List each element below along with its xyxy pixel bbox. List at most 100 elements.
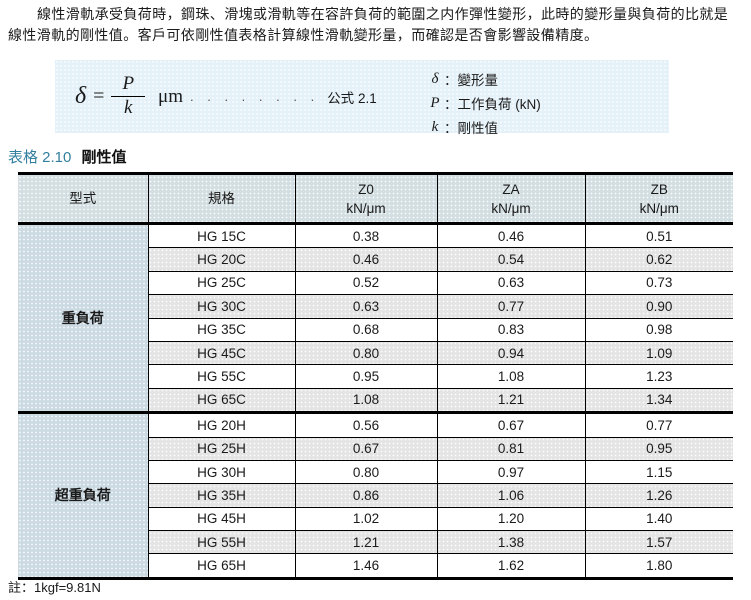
table-row: HG 20C 0.46 0.54 0.62 xyxy=(18,247,733,272)
model-cell: HG 30C xyxy=(147,294,296,319)
table-row: HG 25C 0.52 0.63 0.73 xyxy=(18,270,733,296)
formula-box: δ = P k μm . . . . . . . . 公式 2.1 δ ：變形量… xyxy=(55,60,669,136)
equation-number-label: 公式 2.1 xyxy=(327,90,377,106)
rigidity-value-cell: 0.52 xyxy=(294,270,438,296)
formula-unit: μm xyxy=(158,85,184,107)
table-caption-title: 剛性值 xyxy=(81,149,127,166)
rigidity-value-cell: 0.98 xyxy=(584,317,733,342)
legend-description: ：工作負荷 (kN) xyxy=(444,97,541,112)
rigidity-value-cell: 0.68 xyxy=(294,317,438,342)
rigidity-table: 型式 規格 Z0 kN/μm ZA kN/μm ZB kN/μm xyxy=(18,172,733,580)
equation-reference: . . . . . . . . 公式 2.1 xyxy=(190,60,377,133)
rigidity-value-cell: 1.21 xyxy=(294,530,438,555)
table-row: HG 65C 1.08 1.21 1.34 xyxy=(18,387,733,414)
model-cell: HG 20C xyxy=(147,247,296,272)
formula-equals-sign: = xyxy=(93,85,105,107)
rigidity-value-cell: 0.62 xyxy=(584,247,733,272)
column-header-label: ZA xyxy=(502,181,520,197)
legend-symbol: δ xyxy=(431,70,439,87)
column-header-type: 型式 xyxy=(18,173,149,225)
legend-item-load: P ：工作負荷 (kN) xyxy=(429,91,541,115)
model-cell: HG 25H xyxy=(147,436,296,461)
model-cell: HG 45C xyxy=(147,340,296,366)
model-cell: HG 45H xyxy=(147,506,296,532)
rigidity-value-cell: 1.34 xyxy=(584,387,733,414)
legend-description: ：變形量 xyxy=(444,73,498,88)
rigidity-value-cell: 0.80 xyxy=(294,340,438,366)
table-row: HG 25H 0.67 0.81 0.95 xyxy=(18,436,733,461)
column-header-spec: 規格 xyxy=(147,173,296,225)
column-header-label: 規格 xyxy=(208,191,235,206)
column-header-za: ZA kN/μm xyxy=(436,173,586,225)
legend-item-rigidity: k ：剛性值 xyxy=(429,115,541,139)
rigidity-value-cell: 0.56 xyxy=(294,411,438,438)
table-row: HG 30H 0.80 0.97 1.15 xyxy=(18,459,733,485)
rigidity-value-cell: 1.38 xyxy=(436,530,586,555)
rigidity-value-cell: 1.46 xyxy=(294,553,438,579)
rigidity-value-cell: 1.57 xyxy=(584,530,733,555)
rigidity-value-cell: 0.46 xyxy=(294,247,438,272)
rigidity-value-cell: 0.51 xyxy=(584,222,733,249)
rigidity-value-cell: 0.73 xyxy=(584,270,733,296)
column-header-unit: kN/μm xyxy=(639,200,679,216)
column-header-zb: ZB kN/μm xyxy=(584,173,733,225)
model-cell: HG 15C xyxy=(147,222,296,249)
rigidity-value-cell: 0.63 xyxy=(294,294,438,319)
rigidity-value-cell: 0.77 xyxy=(436,294,586,319)
legend-description: ：剛性值 xyxy=(444,121,498,136)
rigidity-value-cell: 1.09 xyxy=(584,340,733,366)
model-cell: HG 20H xyxy=(147,411,296,438)
rigidity-value-cell: 0.90 xyxy=(584,294,733,319)
rigidity-value-cell: 1.26 xyxy=(584,483,733,508)
rigidity-value-cell: 0.77 xyxy=(584,411,733,438)
rigidity-value-cell: 1.62 xyxy=(436,553,586,579)
rigidity-value-cell: 1.15 xyxy=(584,459,733,485)
rigidity-value-cell: 1.20 xyxy=(436,506,586,532)
table-caption: 表格 2.10 剛性值 xyxy=(8,146,127,167)
rigidity-value-cell: 1.08 xyxy=(436,364,586,389)
rigidity-value-cell: 0.80 xyxy=(294,459,438,485)
model-cell: HG 25C xyxy=(147,270,296,296)
column-header-label: ZB xyxy=(650,181,668,197)
rigidity-value-cell: 0.38 xyxy=(294,222,438,249)
table-row: HG 45C 0.80 0.94 1.09 xyxy=(18,340,733,366)
table-header-row: 型式 規格 Z0 kN/μm ZA kN/μm ZB kN/μm xyxy=(18,173,733,225)
rigidity-value-cell: 0.95 xyxy=(584,436,733,461)
rigidity-value-cell: 0.67 xyxy=(436,411,586,438)
model-cell: HG 65H xyxy=(147,553,296,579)
rigidity-value-cell: 0.63 xyxy=(436,270,586,296)
table-body: 重負荷 HG 15C 0.38 0.46 0.51 HG 20C 0.46 0.54 0.62 H… xyxy=(18,222,733,579)
intro-paragraph: 線性滑軌承受負荷時，鋼珠、滑塊或滑軌等在容許負荷的範圍之内作彈性變形，此時的變形… xyxy=(8,6,729,43)
column-header-label: Z0 xyxy=(358,181,374,197)
footnote: 註：1kgf=9.81N xyxy=(8,580,101,595)
table-row: HG 55H 1.21 1.38 1.57 xyxy=(18,530,733,555)
model-cell: HG 30H xyxy=(147,459,296,485)
rigidity-value-cell: 0.97 xyxy=(436,459,586,485)
rigidity-value-cell: 1.80 xyxy=(584,553,733,579)
column-header-label: 型式 xyxy=(69,191,97,206)
table-row: HG 30C 0.63 0.77 0.90 xyxy=(18,294,733,319)
dotted-leader: . . . . . . . . xyxy=(190,89,320,104)
formula-numerator: P xyxy=(111,73,146,97)
table-row: HG 35C 0.68 0.83 0.98 xyxy=(18,317,733,342)
formula-delta-symbol: δ xyxy=(75,83,87,109)
model-cell: HG 55H xyxy=(147,530,296,555)
table-row: 重負荷 HG 15C 0.38 0.46 0.51 xyxy=(18,222,733,414)
table-row: HG 55C 0.95 1.08 1.23 xyxy=(18,364,733,389)
rigidity-value-cell: 1.23 xyxy=(584,364,733,389)
formula-denominator: k xyxy=(124,97,133,118)
rigidity-value-cell: 0.54 xyxy=(436,247,586,272)
table-caption-number: 表格 2.10 xyxy=(8,149,72,166)
formula-fraction: P k xyxy=(111,73,146,119)
model-cell: HG 35C xyxy=(147,317,296,342)
table-row: HG 35H 0.86 1.06 1.26 xyxy=(18,483,733,508)
rigidity-value-cell: 1.40 xyxy=(584,506,733,532)
formula-legend: δ ：變形量 P ：工作負荷 (kN) k ：剛性值 xyxy=(429,67,541,139)
rigidity-value-cell: 0.81 xyxy=(436,436,586,461)
rigidity-value-cell: 0.94 xyxy=(436,340,586,366)
column-header-unit: kN/μm xyxy=(346,200,386,216)
group-label-cell: 超重負荷 xyxy=(18,411,149,579)
column-header-z0: Z0 kN/μm xyxy=(294,173,438,225)
rigidity-value-cell: 1.21 xyxy=(436,387,586,414)
deflection-formula: δ = P k μm xyxy=(75,60,183,133)
